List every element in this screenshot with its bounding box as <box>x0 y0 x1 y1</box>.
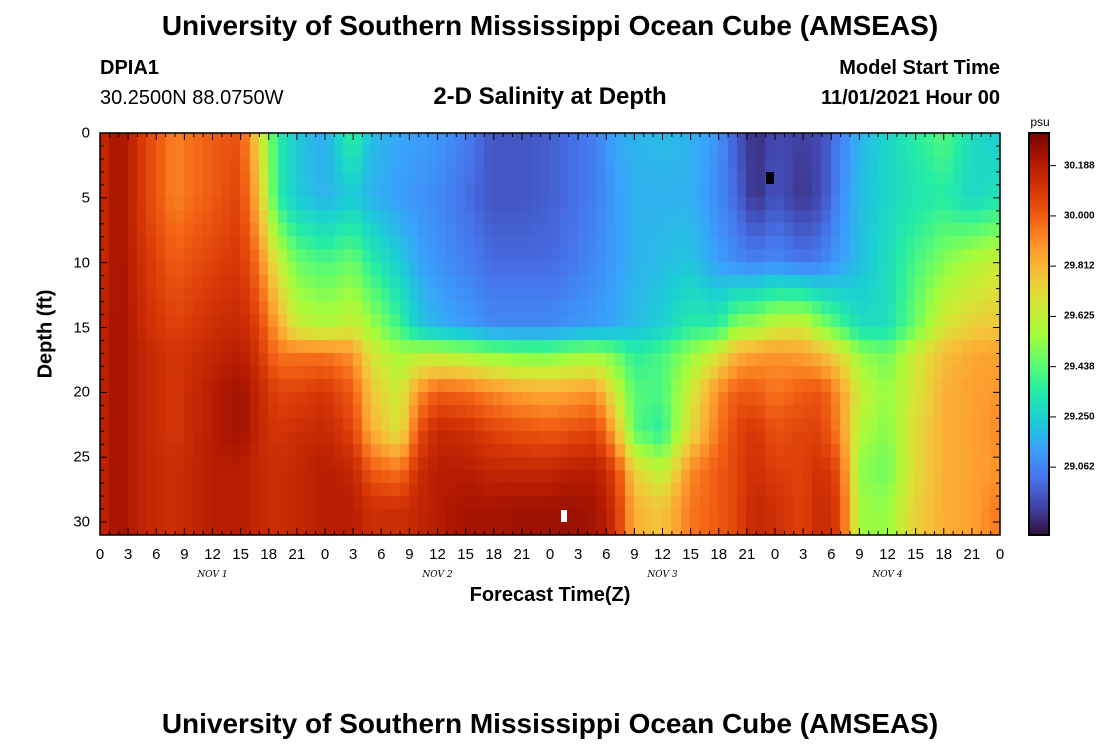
x-tick-label: 6 <box>827 546 836 563</box>
x-tick-label: 21 <box>963 546 981 563</box>
y-tick-label: 15 <box>73 319 90 337</box>
y-tick-label: 25 <box>73 448 90 466</box>
model-start-value: 11/01/2021 Hour 00 <box>820 87 1000 109</box>
x-tick-label: 18 <box>260 546 278 563</box>
colorbar-tick-label: 29.812 <box>1064 260 1095 272</box>
day-label: NOV 3 <box>647 570 678 580</box>
day-label: NOV 2 <box>422 570 453 580</box>
x-tick-label: 12 <box>204 546 221 563</box>
x-tick-label: 21 <box>513 546 531 563</box>
y-tick-label: 10 <box>73 254 90 272</box>
x-tick-label: 15 <box>682 546 699 563</box>
model-start-label: Model Start Time <box>839 57 1000 79</box>
colorbar-tick-label: 29.250 <box>1064 411 1095 423</box>
y-tick-label: 20 <box>73 383 90 401</box>
x-tick-label: 0 <box>95 546 105 563</box>
x-tick-label: 21 <box>738 546 756 563</box>
x-tick-label: 15 <box>457 546 474 563</box>
x-tick-label: 12 <box>654 546 671 563</box>
colorbar-tick-label: 29.062 <box>1064 461 1095 473</box>
colorbar-tick-label: 29.625 <box>1064 310 1095 322</box>
footer-title: University of Southern Mississippi Ocean… <box>161 708 939 739</box>
x-tick-label: 0 <box>545 546 555 563</box>
x-tick-label: 6 <box>602 546 611 563</box>
x-tick-label: 0 <box>320 546 330 563</box>
x-axis-label: Forecast Time(Z) <box>469 584 631 606</box>
x-tick-label: 0 <box>995 546 1005 563</box>
x-tick-label: 6 <box>152 546 161 563</box>
x-tick-label: 12 <box>879 546 896 563</box>
colorbar-tick-label: 30.188 <box>1064 160 1095 172</box>
x-tick-label: 9 <box>630 546 639 563</box>
x-tick-label: 18 <box>485 546 503 563</box>
colorbar-units: psu <box>1030 115 1050 129</box>
x-tick-label: 9 <box>855 546 864 563</box>
y-tick-label: 30 <box>73 513 90 531</box>
colorbar-tick-label: 30.000 <box>1064 210 1095 222</box>
max-salinity-marker <box>561 509 568 522</box>
x-tick-label: 12 <box>429 546 446 563</box>
y-tick-label: 5 <box>81 189 90 207</box>
colorbar-tick-label: 29.438 <box>1064 361 1095 373</box>
day-label: NOV 4 <box>872 570 903 580</box>
x-tick-label: 18 <box>710 546 728 563</box>
x-tick-label: 18 <box>935 546 953 563</box>
x-tick-label: 3 <box>798 546 808 563</box>
x-tick-label: 15 <box>232 546 249 563</box>
x-tick-label: 0 <box>770 546 780 563</box>
y-tick-label: 0 <box>81 124 90 142</box>
min-salinity-marker <box>766 172 775 185</box>
x-tick-label: 6 <box>377 546 386 563</box>
station-coordinates: 30.2500N 88.0750W <box>100 87 284 109</box>
colorbar <box>1029 133 1049 535</box>
x-tick-label: 9 <box>180 546 189 563</box>
x-tick-label: 21 <box>288 546 306 563</box>
chart-title: University of Southern Mississippi Ocean… <box>161 10 939 41</box>
station-id: DPIA1 <box>100 57 159 79</box>
chart-subtitle: 2-D Salinity at Depth <box>433 83 667 110</box>
x-tick-label: 15 <box>907 546 924 563</box>
x-tick-label: 9 <box>405 546 414 563</box>
salinity-heatmap <box>100 133 1000 535</box>
x-tick-label: 3 <box>123 546 133 563</box>
day-label: NOV 1 <box>197 570 228 580</box>
x-tick-label: 3 <box>348 546 358 563</box>
x-tick-label: 3 <box>573 546 583 563</box>
